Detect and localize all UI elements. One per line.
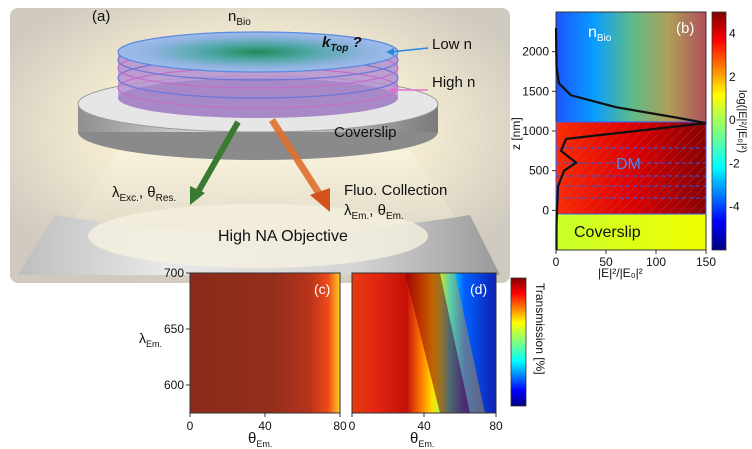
dm-label: DM: [616, 156, 641, 173]
panel-b-x-ticks: 0 50 100 150 4 2 0 -2 -4: [553, 27, 740, 269]
panel-b-x-tick: 0: [553, 255, 560, 269]
layer-boundaries: [556, 147, 706, 199]
panel-d-colorbar-label: Transmission [%]: [533, 283, 547, 375]
panel-b-y-tick: 1000: [522, 124, 549, 138]
emission-label: λEm., θEm.: [344, 202, 404, 222]
panel-d-label: (d): [470, 281, 488, 297]
ktop-label: kTop ?: [322, 34, 362, 54]
dm-frame: [555, 121, 707, 215]
panel-d: 0 40 80: [349, 272, 527, 433]
panel-c-x-tick: 0: [187, 419, 194, 433]
panel-b-y-ticks: 2000 1500 1000 500 0: [522, 45, 556, 217]
colorbar-tick: -2: [729, 156, 740, 170]
panel-a-label: (a): [92, 8, 111, 25]
excitation-arrowhead: [190, 186, 205, 205]
panel-b-colorbar: [711, 11, 727, 251]
panel-b-y-axis-label: z [nm]: [509, 117, 523, 150]
high-n-pointer-head: [388, 86, 396, 94]
coverslip-label-b: Coverslip: [574, 224, 641, 241]
low-n-pointer: [389, 47, 429, 53]
panel-b-label: (b): [676, 20, 695, 37]
panel-b-x-axis-label: |E|²/|E₀|²: [598, 266, 643, 280]
panel-d-x-ticks: 0 40 80: [349, 413, 503, 433]
panel-d-x-tick: 80: [489, 419, 503, 433]
low-n-label: Low n: [432, 36, 473, 53]
panel-c-y-tick: 650: [164, 322, 184, 336]
n-bio-label-b: nBio: [588, 24, 612, 45]
field-profile-line: [554, 27, 707, 250]
multilayer-top: [117, 31, 399, 73]
panel-b-y-tick: 2000: [522, 45, 549, 59]
panel-c-y-tick: 600: [164, 378, 184, 392]
panel-d-colorbar: [510, 277, 527, 407]
panel-d-x-axis-label: θEm.: [410, 430, 435, 449]
coverslip-label-a: Coverslip: [334, 124, 397, 141]
excitation-arrow: [195, 120, 241, 194]
field-map-top-region: [556, 12, 706, 122]
colorbar-tick: 2: [729, 70, 736, 84]
panel-b-colorbar-label: log(|E|²/|E₀|²): [736, 90, 748, 154]
panel-a: [10, 8, 510, 283]
collection-arrow: [269, 118, 323, 197]
panel-b: 2000 1500 1000 500 0 0 50 100 150 4 2 0 -2 -4: [522, 11, 740, 269]
collection-arrowhead: [310, 188, 330, 212]
panel-d-light-band: [440, 273, 485, 413]
colorbar-tick: 4: [729, 27, 736, 41]
panel-d-x-tick: 40: [417, 419, 431, 433]
panel-c-y-axis-label: λEm.: [139, 330, 163, 349]
objective-lens: [88, 204, 428, 268]
panel-c-x-axis-label: θEm.: [248, 430, 273, 449]
fluo-collection-label: Fluo. Collection: [344, 182, 448, 199]
panel-c-label: (c): [314, 281, 331, 297]
low-n-pointer-head: [386, 48, 394, 56]
panel-c-y-tick: 700: [164, 266, 184, 280]
panel-d-x-tick: 0: [349, 419, 356, 433]
panel-b-x-tick: 150: [696, 255, 716, 269]
panel-b-x-tick: 50: [599, 255, 613, 269]
panel-c-y-ticks: 700 650 600: [164, 266, 190, 392]
panel-c-x-tick: 40: [258, 419, 272, 433]
panel-c: 700 650 600 0 40 80: [164, 266, 347, 433]
panel-c-heatmap: [189, 272, 341, 414]
colorbar-tick: 0: [729, 113, 736, 127]
panel-b-y-tick: 0: [542, 203, 549, 217]
objective-label: High NA Objective: [218, 228, 348, 245]
panel-c-x-tick: 80: [333, 419, 347, 433]
panel-b-x-tick: 100: [646, 255, 666, 269]
coverslip-region: [556, 214, 706, 250]
panel-b-y-tick: 1500: [522, 84, 549, 98]
high-n-label: High n: [432, 74, 476, 91]
panel-c-x-ticks: 0 40 80: [187, 413, 347, 433]
colorbar-tick: -4: [729, 200, 740, 214]
panel-b-y-tick: 500: [529, 164, 549, 178]
panel-d-dark-band: [405, 273, 470, 413]
excitation-label: λExc., θRes.: [112, 184, 177, 204]
n-bio-label: nBio: [228, 8, 251, 28]
